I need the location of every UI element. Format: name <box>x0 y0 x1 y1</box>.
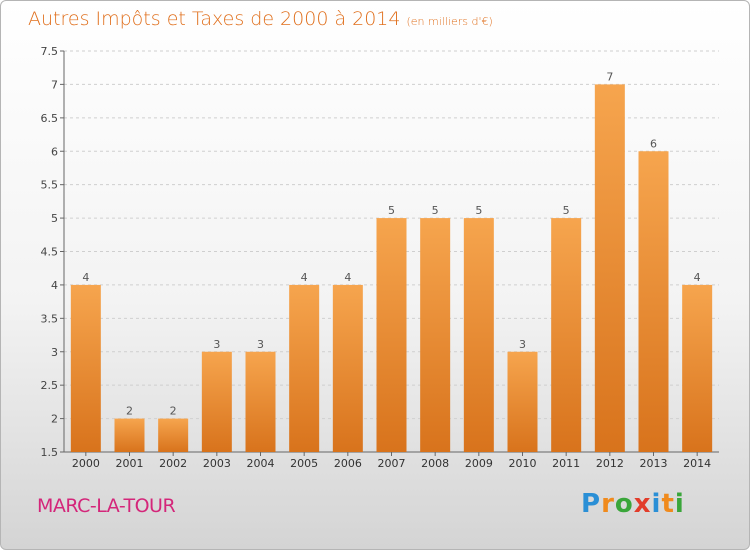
y-tick-label: 7 <box>51 78 58 91</box>
y-tick-label: 3 <box>51 346 58 359</box>
bar-value-label: 4 <box>82 271 89 284</box>
x-tick-label: 2011 <box>552 457 580 470</box>
y-tick-label: 4 <box>51 279 58 292</box>
bar <box>201 351 232 452</box>
y-tick-label: 2 <box>51 413 58 426</box>
axes: 1.5 2 2.5 3 3.5 4 4.5 5 5.5 6 6.5 7 7.5 <box>41 45 719 459</box>
bar <box>551 218 582 452</box>
logo-letter: o <box>614 489 634 519</box>
x-tick-label: 2012 <box>596 457 624 470</box>
bars <box>70 84 713 453</box>
bar-value-label: 3 <box>519 338 526 351</box>
y-tick-label: 5.5 <box>41 179 59 192</box>
bar <box>289 284 320 452</box>
bar <box>245 351 276 452</box>
bar-value-label: 5 <box>432 204 439 217</box>
logo-letter: x <box>633 489 652 519</box>
commune-name: MARC-LA-TOUR <box>37 495 176 517</box>
x-tick-label: 2008 <box>421 457 449 470</box>
proxiti-logo: Proxiti <box>581 489 685 519</box>
x-tick-label: 2010 <box>509 457 537 470</box>
logo-letter: r <box>601 489 615 519</box>
logo-letter: i <box>674 489 685 519</box>
chart-unit: (en milliers d'€) <box>406 15 493 28</box>
bar-value-label: 2 <box>170 405 177 418</box>
logo-letter: i <box>651 489 662 519</box>
bar <box>682 284 713 452</box>
labels: 4 2000 2 2001 2 2002 3 2003 3 2004 4 2005 4 2006 5 2007… <box>72 70 711 470</box>
y-tick-label: 7.5 <box>41 45 59 58</box>
bar-value-label: 6 <box>650 137 657 150</box>
bar <box>114 418 145 452</box>
bar <box>463 218 494 452</box>
chart-title: Autres Impôts et Taxes de 2000 à 2014 (en… <box>28 8 493 30</box>
bar-value-label: 5 <box>475 204 482 217</box>
x-tick-label: 2007 <box>378 457 406 470</box>
x-tick-label: 2000 <box>72 457 100 470</box>
bar-value-label: 5 <box>388 204 395 217</box>
x-tick-label: 2004 <box>247 457 275 470</box>
bar-value-label: 4 <box>694 271 701 284</box>
bar <box>594 84 625 453</box>
bar-value-label: 3 <box>257 338 264 351</box>
bar-value-label: 3 <box>213 338 220 351</box>
x-tick-label: 2006 <box>334 457 362 470</box>
y-tick-label: 2.5 <box>41 379 59 392</box>
x-tick-label: 2009 <box>465 457 493 470</box>
y-tick-label: 1.5 <box>41 446 59 459</box>
bar-value-label: 2 <box>126 405 133 418</box>
bar-value-label: 4 <box>301 271 308 284</box>
x-tick-label: 2014 <box>683 457 711 470</box>
x-tick-label: 2001 <box>116 457 144 470</box>
bar-value-label: 7 <box>606 70 613 83</box>
bar <box>420 218 451 452</box>
x-tick-label: 2013 <box>640 457 668 470</box>
y-tick-label: 4.5 <box>41 246 59 259</box>
x-tick-label: 2005 <box>290 457 318 470</box>
bar <box>70 284 101 452</box>
bar <box>507 351 538 452</box>
bar <box>376 218 407 452</box>
y-tick-label: 3.5 <box>41 312 59 325</box>
logo-letter: t <box>661 489 675 519</box>
y-tick-label: 6.5 <box>41 112 59 125</box>
y-tick-label: 5 <box>51 212 58 225</box>
y-tick-label: 6 <box>51 145 58 158</box>
bar <box>638 151 669 452</box>
bar-value-label: 5 <box>563 204 570 217</box>
chart-title-text: Autres Impôts et Taxes de 2000 à 2014 <box>28 8 401 30</box>
x-tick-label: 2003 <box>203 457 231 470</box>
bar <box>158 418 189 452</box>
x-tick-label: 2002 <box>159 457 187 470</box>
bar-value-label: 4 <box>344 271 351 284</box>
logo-letter: P <box>581 489 602 519</box>
bar <box>332 284 363 452</box>
